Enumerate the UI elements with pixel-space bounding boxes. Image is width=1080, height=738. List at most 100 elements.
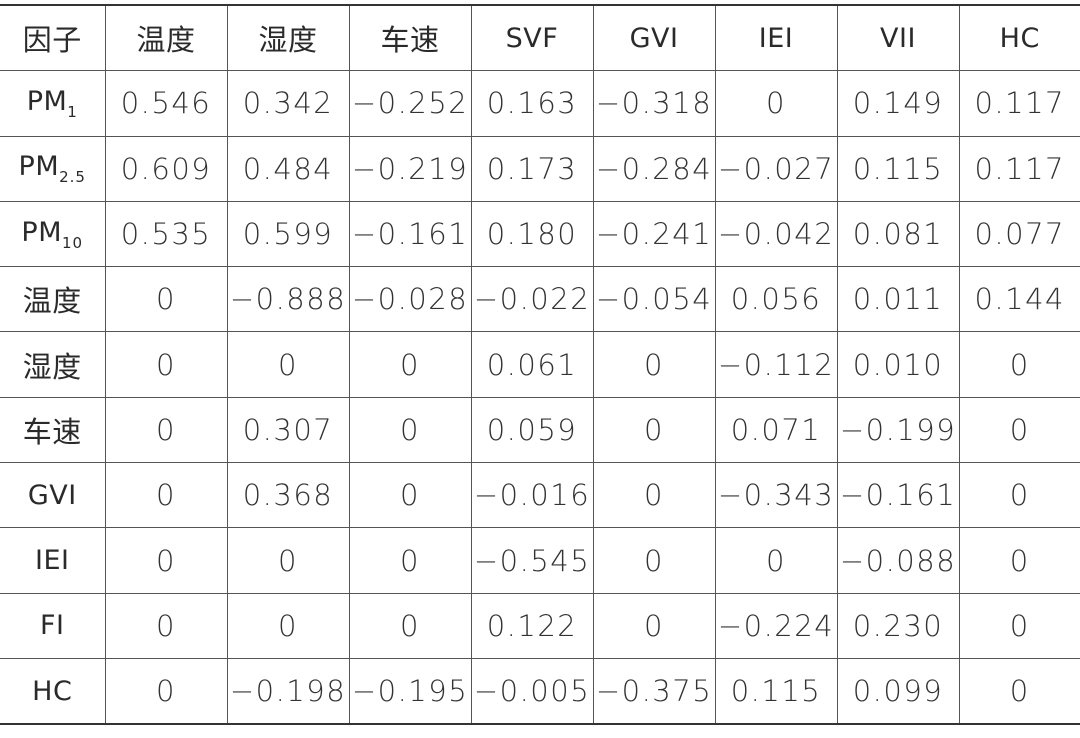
table-cell: 0	[348, 397, 472, 464]
table-row: HC 0 −0.198 −0.195 −0.005 −0.375 0.115 0.099 0	[0, 658, 1080, 726]
factor-subscript: 2.5	[59, 168, 86, 187]
table-cell: 0.599	[226, 201, 350, 268]
table-cell: −0.199	[836, 397, 960, 464]
table-cell: 0.144	[958, 266, 1080, 333]
table-cell: 0.368	[226, 462, 350, 529]
table-cell: 0.099	[836, 658, 960, 726]
table-cell: −0.054	[592, 266, 716, 333]
table-cell: 0.230	[836, 593, 960, 659]
table-row: PM10 0.535 0.599 −0.161 0.180 −0.241 −0.042 0.0…	[0, 201, 1080, 268]
table-cell: 0	[104, 658, 228, 726]
table-cell: 0.077	[958, 201, 1080, 268]
table-cell: −0.088	[836, 527, 960, 594]
header-column: IEI	[714, 4, 838, 72]
table-cell: −0.545	[470, 527, 594, 594]
table-cell: 0	[226, 593, 350, 659]
table-row: 车速 0 0.307 0 0.059 0 0.071 −0.199 0	[0, 397, 1080, 464]
factor-name: 车速	[22, 414, 82, 449]
table-cell: −0.195	[348, 658, 472, 726]
table-cell: 0.071	[714, 397, 838, 464]
table-row: PM2.5 0.609 0.484 −0.219 0.173 −0.284 −0.027 0.…	[0, 136, 1080, 202]
table-cell: 0	[348, 527, 472, 594]
factor-name: PM	[26, 85, 68, 117]
table-cell: −0.375	[592, 658, 716, 726]
table-cell: 0.484	[226, 136, 350, 202]
factor-name: HC	[32, 675, 73, 707]
table-cell: 0.342	[226, 70, 350, 137]
table-cell: 0.149	[836, 70, 960, 137]
table-cell: 0.056	[714, 266, 838, 333]
table-cell: 0.180	[470, 201, 594, 268]
table-cell: 0.010	[836, 331, 960, 398]
table-cell: 0.163	[470, 70, 594, 137]
table-row: PM1 0.546 0.342 −0.252 0.163 −0.318 0 0.149 0.11…	[0, 70, 1080, 137]
row-factor-label: 温度	[0, 266, 106, 333]
factor-name: FI	[40, 610, 65, 642]
table-cell: 0.117	[958, 136, 1080, 202]
table-cell: −0.005	[470, 658, 594, 726]
table-cell: 0	[348, 462, 472, 529]
table-cell: −0.241	[592, 201, 716, 268]
table-cell: 0	[958, 462, 1080, 529]
row-factor-label: 湿度	[0, 331, 106, 398]
table-cell: 0.535	[104, 201, 228, 268]
factor-name: 湿度	[22, 349, 82, 384]
header-column: 车速	[348, 4, 472, 72]
table-cell: −0.198	[226, 658, 350, 726]
row-factor-label: GVI	[0, 462, 106, 529]
table-cell: −0.284	[592, 136, 716, 202]
factor-name: PM	[21, 216, 62, 248]
header-row: 因子 温度 湿度 车速 SVF GVI IEI VII HC	[0, 4, 1080, 72]
table-cell: 0	[592, 593, 716, 659]
table-cell: 0.609	[104, 136, 228, 202]
table-cell: 0	[958, 593, 1080, 659]
header-column: 温度	[104, 4, 228, 72]
table-cell: 0	[714, 527, 838, 594]
table-cell: 0	[104, 397, 228, 464]
table-cell: −0.027	[714, 136, 838, 202]
table-cell: 0.115	[836, 136, 960, 202]
table-cell: −0.224	[714, 593, 838, 659]
row-factor-label: PM2.5	[0, 136, 106, 202]
table-cell: 0	[714, 70, 838, 137]
table-cell: −0.022	[470, 266, 594, 333]
table-cell: −0.888	[226, 266, 350, 333]
table-cell: 0	[958, 658, 1080, 726]
table-cell: 0.061	[470, 331, 594, 398]
header-column: HC	[958, 4, 1080, 72]
table-cell: 0	[348, 331, 472, 398]
table-cell: −0.161	[836, 462, 960, 529]
header-column: GVI	[592, 4, 716, 72]
factor-name: IEI	[35, 545, 70, 577]
factor-name: PM	[18, 151, 60, 183]
table-cell: 0	[104, 527, 228, 594]
table-cell: −0.252	[348, 70, 472, 137]
table-body: PM1 0.546 0.342 −0.252 0.163 −0.318 0 0.149 0.11…	[0, 70, 1080, 726]
table-cell: 0	[104, 331, 228, 398]
row-factor-label: FI	[0, 593, 106, 659]
table-cell: 0	[348, 593, 472, 659]
table-cell: −0.016	[470, 462, 594, 529]
header-column: 湿度	[226, 4, 350, 72]
table-cell: 0	[592, 331, 716, 398]
table-row: IEI 0 0 0 −0.545 0 0 −0.088 0	[0, 527, 1080, 594]
table-cell: 0	[226, 331, 350, 398]
table-cell: 0	[104, 462, 228, 529]
header-factor: 因子	[0, 4, 106, 72]
table-cell: −0.112	[714, 331, 838, 398]
table-cell: 0	[104, 593, 228, 659]
table-row: GVI 0 0.368 0 −0.016 0 −0.343 −0.161 0	[0, 462, 1080, 529]
row-factor-label: PM1	[0, 70, 106, 137]
table-cell: 0.307	[226, 397, 350, 464]
table-cell: −0.161	[348, 201, 472, 268]
table-cell: −0.028	[348, 266, 472, 333]
table-cell: 0.122	[470, 593, 594, 659]
header-column: SVF	[470, 4, 594, 72]
table-cell: 0.081	[836, 201, 960, 268]
table-cell: 0	[592, 462, 716, 529]
row-factor-label: PM10	[0, 201, 106, 268]
table-cell: 0.117	[958, 70, 1080, 137]
factor-subscript: 1	[67, 102, 78, 121]
row-factor-label: HC	[0, 658, 106, 726]
